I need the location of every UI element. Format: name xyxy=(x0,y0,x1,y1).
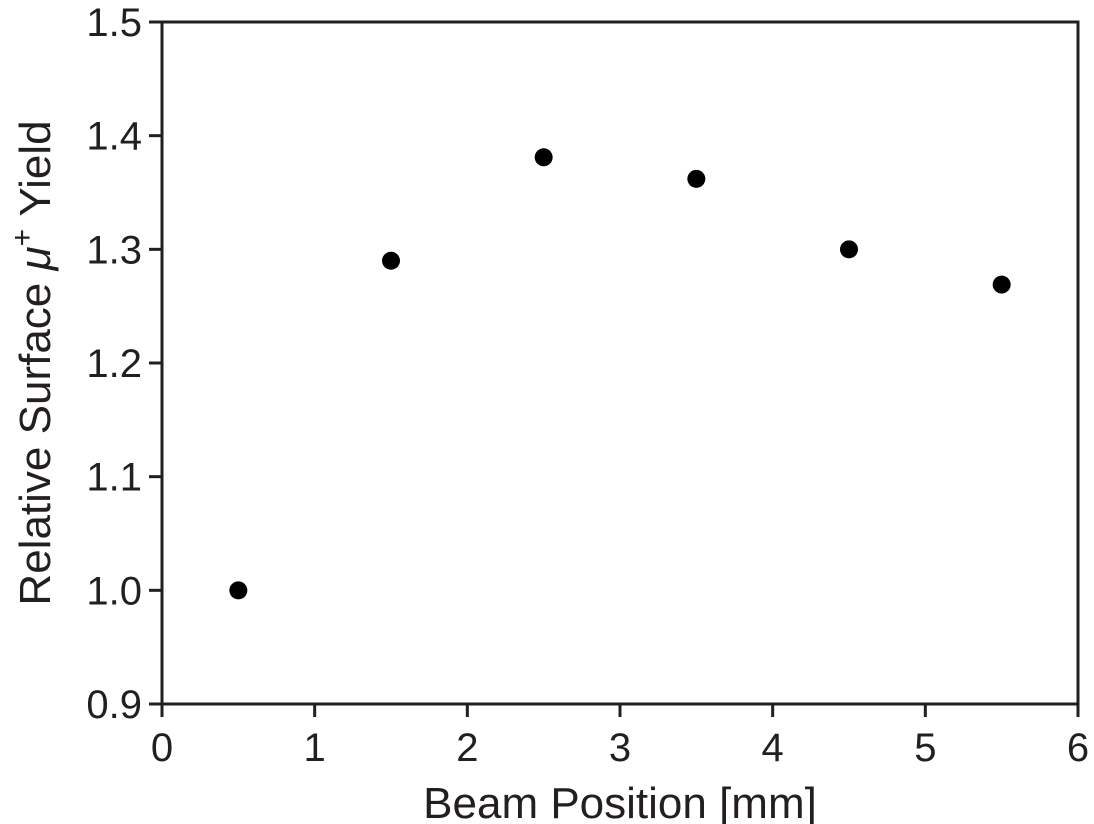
y-axis-title: Relative Surface μ+ Yield xyxy=(6,120,60,605)
x-axis-ticks: 0 1 2 3 4 5 6 xyxy=(151,704,1089,770)
data-point xyxy=(687,169,706,188)
data-point xyxy=(534,148,553,167)
data-point xyxy=(229,581,248,600)
x-tick-label: 3 xyxy=(609,726,631,770)
y-axis-ticks: 0.9 1.0 1.1 1.2 1.3 1.4 1.5 xyxy=(86,1,162,727)
y-axis-title-prefix: Relative Surface xyxy=(11,271,60,606)
y-tick-label: 1.3 xyxy=(86,228,142,272)
data-point xyxy=(992,275,1011,294)
y-axis-title-superscript: + xyxy=(6,229,39,247)
y-axis-title-suffix: Yield xyxy=(11,120,60,228)
data-point xyxy=(382,251,400,270)
data-point xyxy=(840,240,858,259)
x-tick-label: 6 xyxy=(1067,726,1089,770)
y-tick-label: 1.2 xyxy=(86,342,142,386)
x-axis-title: Beam Position [mm] xyxy=(423,779,817,824)
y-tick-label: 1.4 xyxy=(86,115,142,159)
y-axis-title-symbol: μ xyxy=(11,246,60,271)
y-tick-label: 0.9 xyxy=(86,683,142,727)
y-tick-label: 1.1 xyxy=(86,456,142,500)
plot-area-frame xyxy=(160,20,1080,706)
data-points xyxy=(229,148,1011,600)
x-tick-label: 0 xyxy=(151,726,173,770)
y-tick-label: 1.0 xyxy=(86,569,142,613)
y-tick-label: 1.5 xyxy=(86,1,142,45)
x-tick-label: 5 xyxy=(914,726,936,770)
x-tick-label: 4 xyxy=(762,726,784,770)
x-tick-label: 2 xyxy=(456,726,478,770)
x-tick-label: 1 xyxy=(304,726,326,770)
